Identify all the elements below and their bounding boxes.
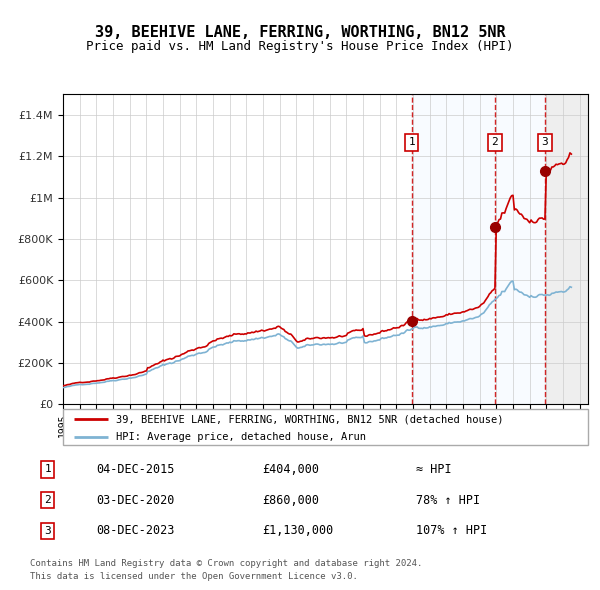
Text: 2: 2 [491, 137, 499, 148]
Text: 78% ↑ HPI: 78% ↑ HPI [416, 494, 481, 507]
Text: £1,130,000: £1,130,000 [262, 525, 333, 537]
Text: 1: 1 [44, 464, 51, 474]
Bar [545, 94, 588, 404]
FancyBboxPatch shape [63, 409, 588, 445]
Text: 04-DEC-2015: 04-DEC-2015 [96, 463, 175, 476]
Text: 39, BEEHIVE LANE, FERRING, WORTHING, BN12 5NR: 39, BEEHIVE LANE, FERRING, WORTHING, BN1… [95, 25, 505, 40]
Text: 2: 2 [44, 495, 51, 505]
Text: 39, BEEHIVE LANE, FERRING, WORTHING, BN12 5NR (detached house): 39, BEEHIVE LANE, FERRING, WORTHING, BN1… [115, 414, 503, 424]
Text: ≈ HPI: ≈ HPI [416, 463, 452, 476]
Text: Price paid vs. HM Land Registry's House Price Index (HPI): Price paid vs. HM Land Registry's House … [86, 40, 514, 53]
Text: Contains HM Land Registry data © Crown copyright and database right 2024.: Contains HM Land Registry data © Crown c… [30, 559, 422, 568]
Text: This data is licensed under the Open Government Licence v3.0.: This data is licensed under the Open Gov… [30, 572, 358, 581]
Text: 03-DEC-2020: 03-DEC-2020 [96, 494, 175, 507]
Text: 3: 3 [44, 526, 51, 536]
Text: 107% ↑ HPI: 107% ↑ HPI [416, 525, 488, 537]
Text: HPI: Average price, detached house, Arun: HPI: Average price, detached house, Arun [115, 432, 365, 442]
Text: £404,000: £404,000 [262, 463, 319, 476]
Text: £860,000: £860,000 [262, 494, 319, 507]
Text: 1: 1 [408, 137, 415, 148]
Bar [412, 94, 545, 404]
Text: 08-DEC-2023: 08-DEC-2023 [96, 525, 175, 537]
Text: 3: 3 [542, 137, 548, 148]
